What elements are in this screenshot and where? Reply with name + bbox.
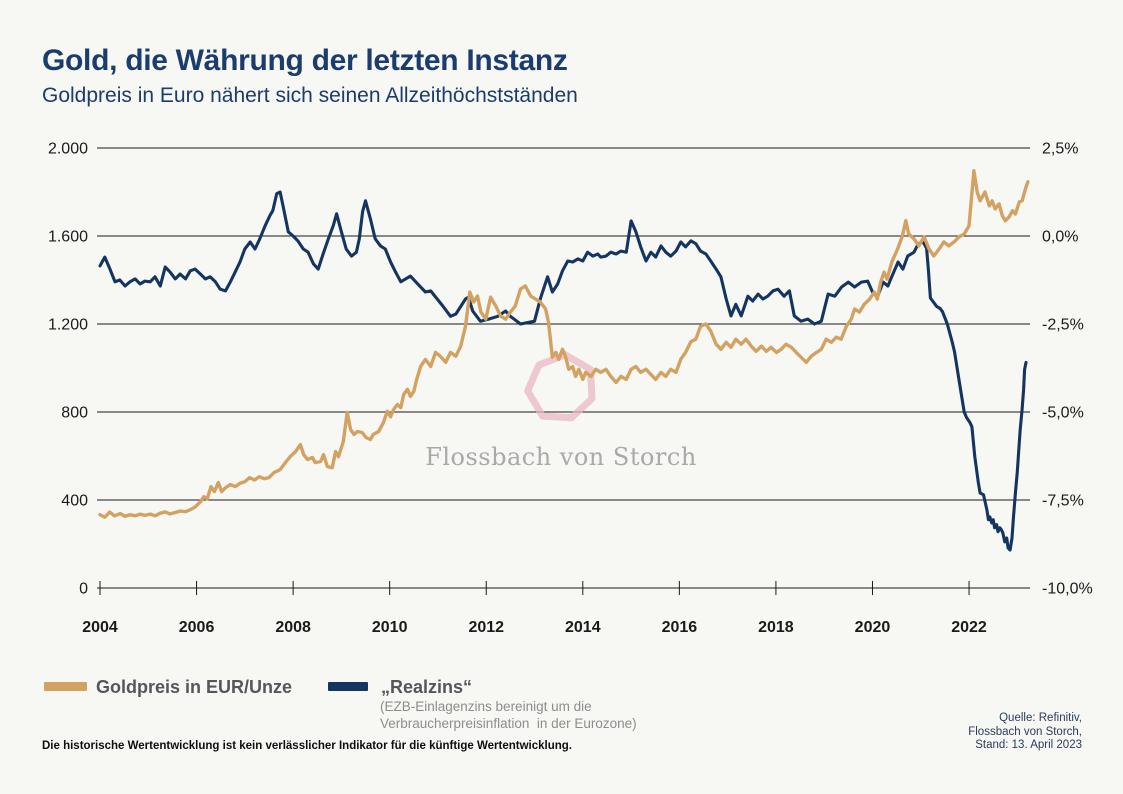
gold-price-line (98, 168, 1030, 519)
disclaimer-text: Die historische Wertentwicklung ist kein… (42, 740, 572, 752)
x-tick-label: 2016 (662, 619, 698, 636)
realzins-caption-line2: Verbraucherpreisinflation in der Eurozon… (380, 716, 637, 731)
y-right-tick-label: 0,0% (1042, 229, 1078, 246)
page-subtitle: Goldpreis in Euro nähert sich seinen All… (42, 84, 578, 107)
y-right-tick-label: -7,5% (1042, 493, 1084, 510)
gold-legend-swatch (44, 682, 87, 691)
gold-legend-label: Goldpreis in EUR/Unze (96, 677, 293, 697)
y-left-tick-label: 1.600 (48, 229, 88, 246)
y-left-tick-label: 800 (61, 405, 88, 422)
x-tick-label: 2018 (758, 619, 794, 636)
y-left-tick-label: 2.000 (48, 141, 88, 158)
y-right-tick-label: -2,5% (1042, 317, 1084, 334)
x-tick-label: 2008 (275, 619, 311, 636)
realzins-legend-caption: (EZB-Einlagenzins bereinigt um die Verbr… (380, 698, 637, 732)
realzins-legend-label: „Realzins“ (381, 677, 473, 697)
realzins-caption-line1: (EZB-Einlagenzins bereinigt um die (380, 699, 592, 714)
source-line1: Quelle: Refinitiv, (999, 712, 1082, 724)
realzins-line (98, 190, 1028, 552)
y-left-tick-label: 1.200 (48, 317, 88, 334)
y-right-tick-label: -10,0% (1042, 581, 1093, 598)
x-tick-label: 2010 (372, 619, 408, 636)
x-tick-label: 2020 (855, 619, 891, 636)
watermark-text: Flossbach von Storch (425, 443, 697, 471)
watermark-logo-icon (524, 351, 596, 422)
realzins-legend-swatch (328, 682, 368, 691)
y-left-tick-label: 400 (61, 493, 88, 510)
x-tick-label: 2014 (565, 619, 601, 636)
x-tick-label: 2004 (82, 619, 118, 636)
y-right-tick-label: 2,5% (1042, 141, 1078, 158)
source-line3: Stand: 13. April 2023 (975, 739, 1082, 751)
source-note: Quelle: Refinitiv, Flossbach von Storch,… (968, 712, 1082, 753)
y-left-tick-label: 0 (79, 581, 88, 598)
x-tick-label: 2012 (468, 619, 504, 636)
source-line2: Flossbach von Storch, (968, 725, 1082, 738)
page-title: Gold, die Währung der letzten Instanz (42, 44, 568, 77)
y-right-tick-label: -5,0% (1042, 405, 1084, 422)
x-tick-label: 2006 (179, 619, 215, 636)
x-tick-label: 2022 (951, 619, 987, 636)
